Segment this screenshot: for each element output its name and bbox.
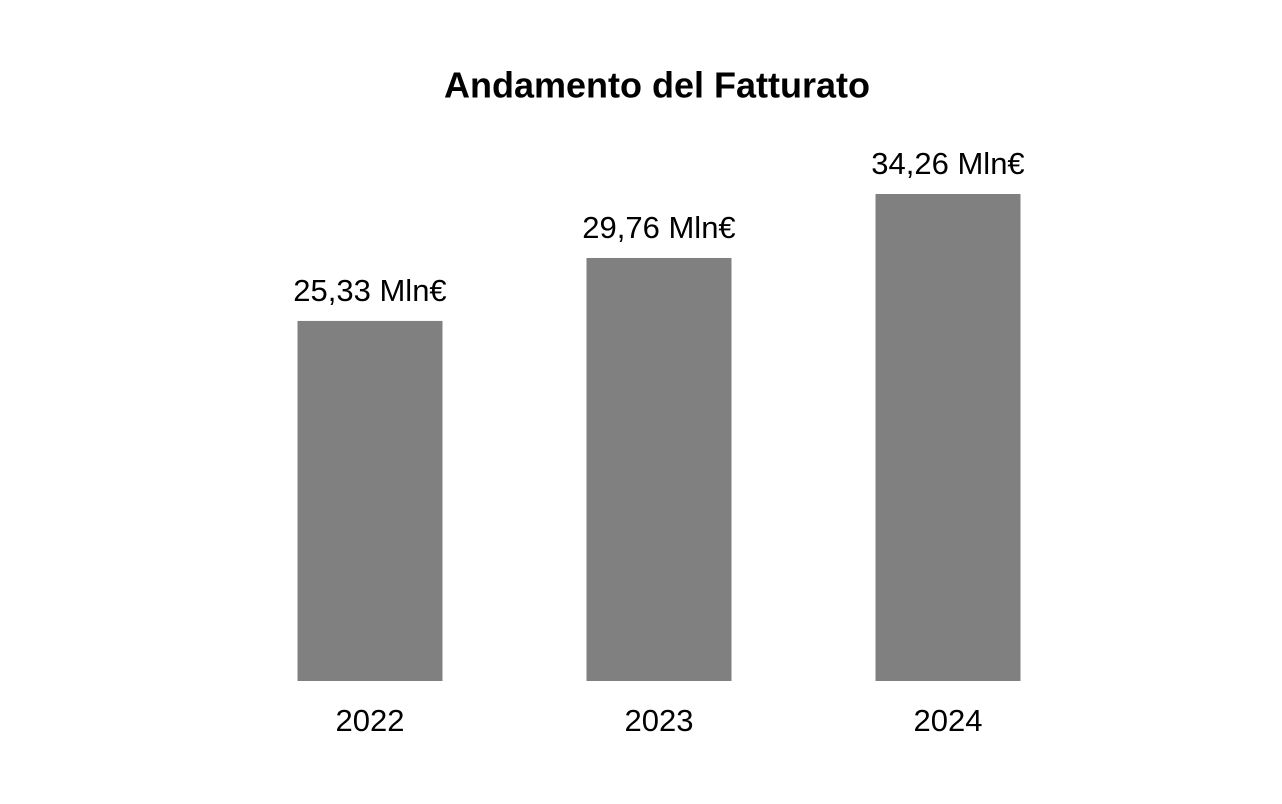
chart-title: Andamento del Fatturato [444, 65, 870, 106]
x-tick-label: 2022 [336, 703, 405, 738]
x-tick-label: 2024 [914, 703, 983, 738]
bar [586, 257, 732, 681]
value-label: 25,33 Mln€ [293, 273, 446, 308]
value-label: 29,76 Mln€ [582, 210, 735, 245]
value-label: 34,26 Mln€ [871, 146, 1024, 181]
bar [297, 320, 443, 681]
x-tick-label: 2023 [625, 703, 694, 738]
bar [875, 194, 1021, 681]
